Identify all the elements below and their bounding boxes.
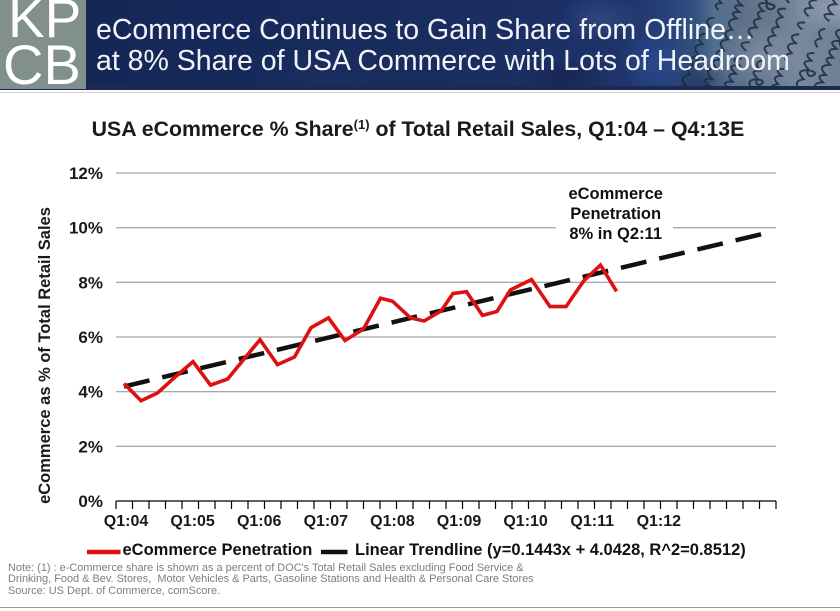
svg-text:10%: 10%	[69, 219, 103, 238]
svg-text:Q1:10: Q1:10	[503, 513, 548, 530]
svg-text:Q1:06: Q1:06	[237, 513, 282, 530]
svg-text:Q1:04: Q1:04	[104, 513, 149, 530]
svg-text:0%: 0%	[78, 492, 103, 511]
svg-text:2%: 2%	[78, 437, 103, 456]
svg-text:eCommerce as % of Total Retail: eCommerce as % of Total Retail Sales	[36, 207, 54, 504]
svg-text:eCommerce: eCommerce	[568, 185, 662, 203]
svg-text:Linear Trendline (y=0.1443x +: Linear Trendline (y=0.1443x + 4.0428, R^…	[355, 541, 746, 559]
svg-text:eCommerce Penetration: eCommerce Penetration	[123, 541, 313, 559]
svg-text:Q1:07: Q1:07	[304, 513, 349, 530]
svg-text:Q1:09: Q1:09	[437, 513, 482, 530]
svg-text:Q1:05: Q1:05	[170, 513, 215, 530]
svg-text:4%: 4%	[78, 383, 103, 402]
svg-text:12%: 12%	[69, 164, 103, 183]
svg-text:6%: 6%	[78, 328, 103, 347]
svg-text:Penetration: Penetration	[570, 205, 661, 223]
svg-text:Q1:11: Q1:11	[570, 513, 614, 530]
svg-text:8% in Q2:11: 8% in Q2:11	[569, 225, 662, 243]
svg-text:Q1:12: Q1:12	[637, 513, 682, 530]
svg-text:8%: 8%	[78, 273, 103, 292]
svg-text:Q1:08: Q1:08	[370, 513, 415, 530]
